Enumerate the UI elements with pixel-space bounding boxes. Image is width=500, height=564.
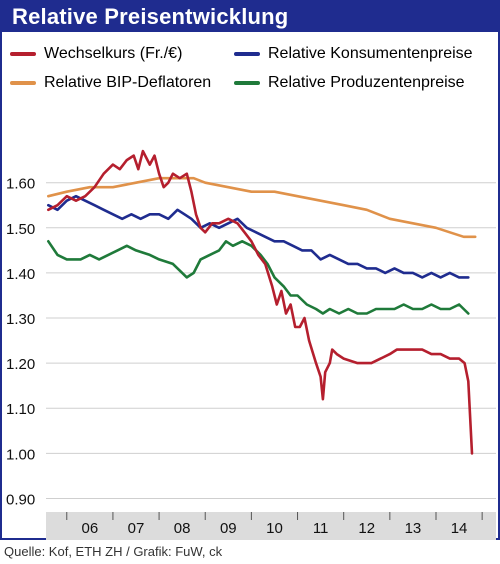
x-tick-label: 08 bbox=[174, 520, 191, 537]
legend-swatch-bip-deflatoren bbox=[10, 81, 36, 85]
y-tick-label: 1.60 bbox=[6, 176, 35, 193]
x-tick-label: 11 bbox=[313, 520, 329, 537]
legend-swatch-wechselkurs bbox=[10, 52, 36, 56]
x-tick-label: 06 bbox=[82, 520, 99, 537]
series-line-bip-deflatoren bbox=[46, 176, 477, 239]
y-tick-label: 1.50 bbox=[6, 221, 35, 238]
x-tick-label: 15 bbox=[497, 520, 498, 537]
series-line-produzentenpreise bbox=[46, 240, 470, 315]
chart-title: Relative Preisentwicklung bbox=[12, 4, 289, 29]
chart-frame: Relative Preisentwicklung Wechselkurs (F… bbox=[0, 0, 500, 540]
title-bar: Relative Preisentwicklung bbox=[2, 2, 498, 32]
legend-swatch-konsumentenpreise bbox=[234, 52, 260, 56]
y-tick-label: 1.10 bbox=[6, 401, 35, 418]
line-chart: 0.90 1.00 1.10 1.20 1.30 1.40 1.50 1.60 06 07 08 09… bbox=[6, 149, 498, 540]
legend-label-wechselkurs: Wechselkurs (Fr./€) bbox=[44, 45, 183, 62]
legend-label-bip-deflatoren: Relative BIP-Deflatoren bbox=[44, 74, 212, 91]
legend-item-produzentenpreise: Relative Produzentenpreise bbox=[234, 72, 465, 94]
x-axis-band bbox=[46, 512, 496, 540]
legend-item-bip-deflatoren: Relative BIP-Deflatoren bbox=[10, 72, 211, 94]
x-tick-label: 12 bbox=[358, 520, 375, 537]
legend-label-konsumentenpreise: Relative Konsumentenpreise bbox=[268, 45, 473, 62]
legend-swatch-produzentenpreise bbox=[234, 81, 260, 85]
x-tick-label: 07 bbox=[128, 520, 145, 537]
y-tick-label: 1.00 bbox=[6, 446, 35, 463]
source-note: Quelle: Kof, ETH ZH / Grafik: FuW, ck bbox=[4, 544, 223, 559]
series-line-wechselkurs bbox=[46, 149, 474, 455]
y-tick-label: 1.20 bbox=[6, 356, 35, 373]
legend-item-wechselkurs: Wechselkurs (Fr./€) bbox=[10, 43, 182, 65]
x-tick-label: 09 bbox=[220, 520, 237, 537]
legend-label-produzentenpreise: Relative Produzentenpreise bbox=[268, 74, 465, 91]
y-tick-label: 0.90 bbox=[6, 491, 35, 508]
x-tick-label: 14 bbox=[451, 520, 468, 537]
series-line-konsumentenpreise bbox=[46, 194, 470, 279]
x-tick-label: 13 bbox=[405, 520, 422, 537]
y-tick-label: 1.40 bbox=[6, 266, 35, 283]
y-tick-label: 1.30 bbox=[6, 311, 35, 328]
legend: Wechselkurs (Fr./€) Relative Konsumenten… bbox=[2, 34, 498, 104]
x-tick-label: 10 bbox=[266, 520, 283, 537]
legend-item-konsumentenpreise: Relative Konsumentenpreise bbox=[234, 43, 473, 65]
